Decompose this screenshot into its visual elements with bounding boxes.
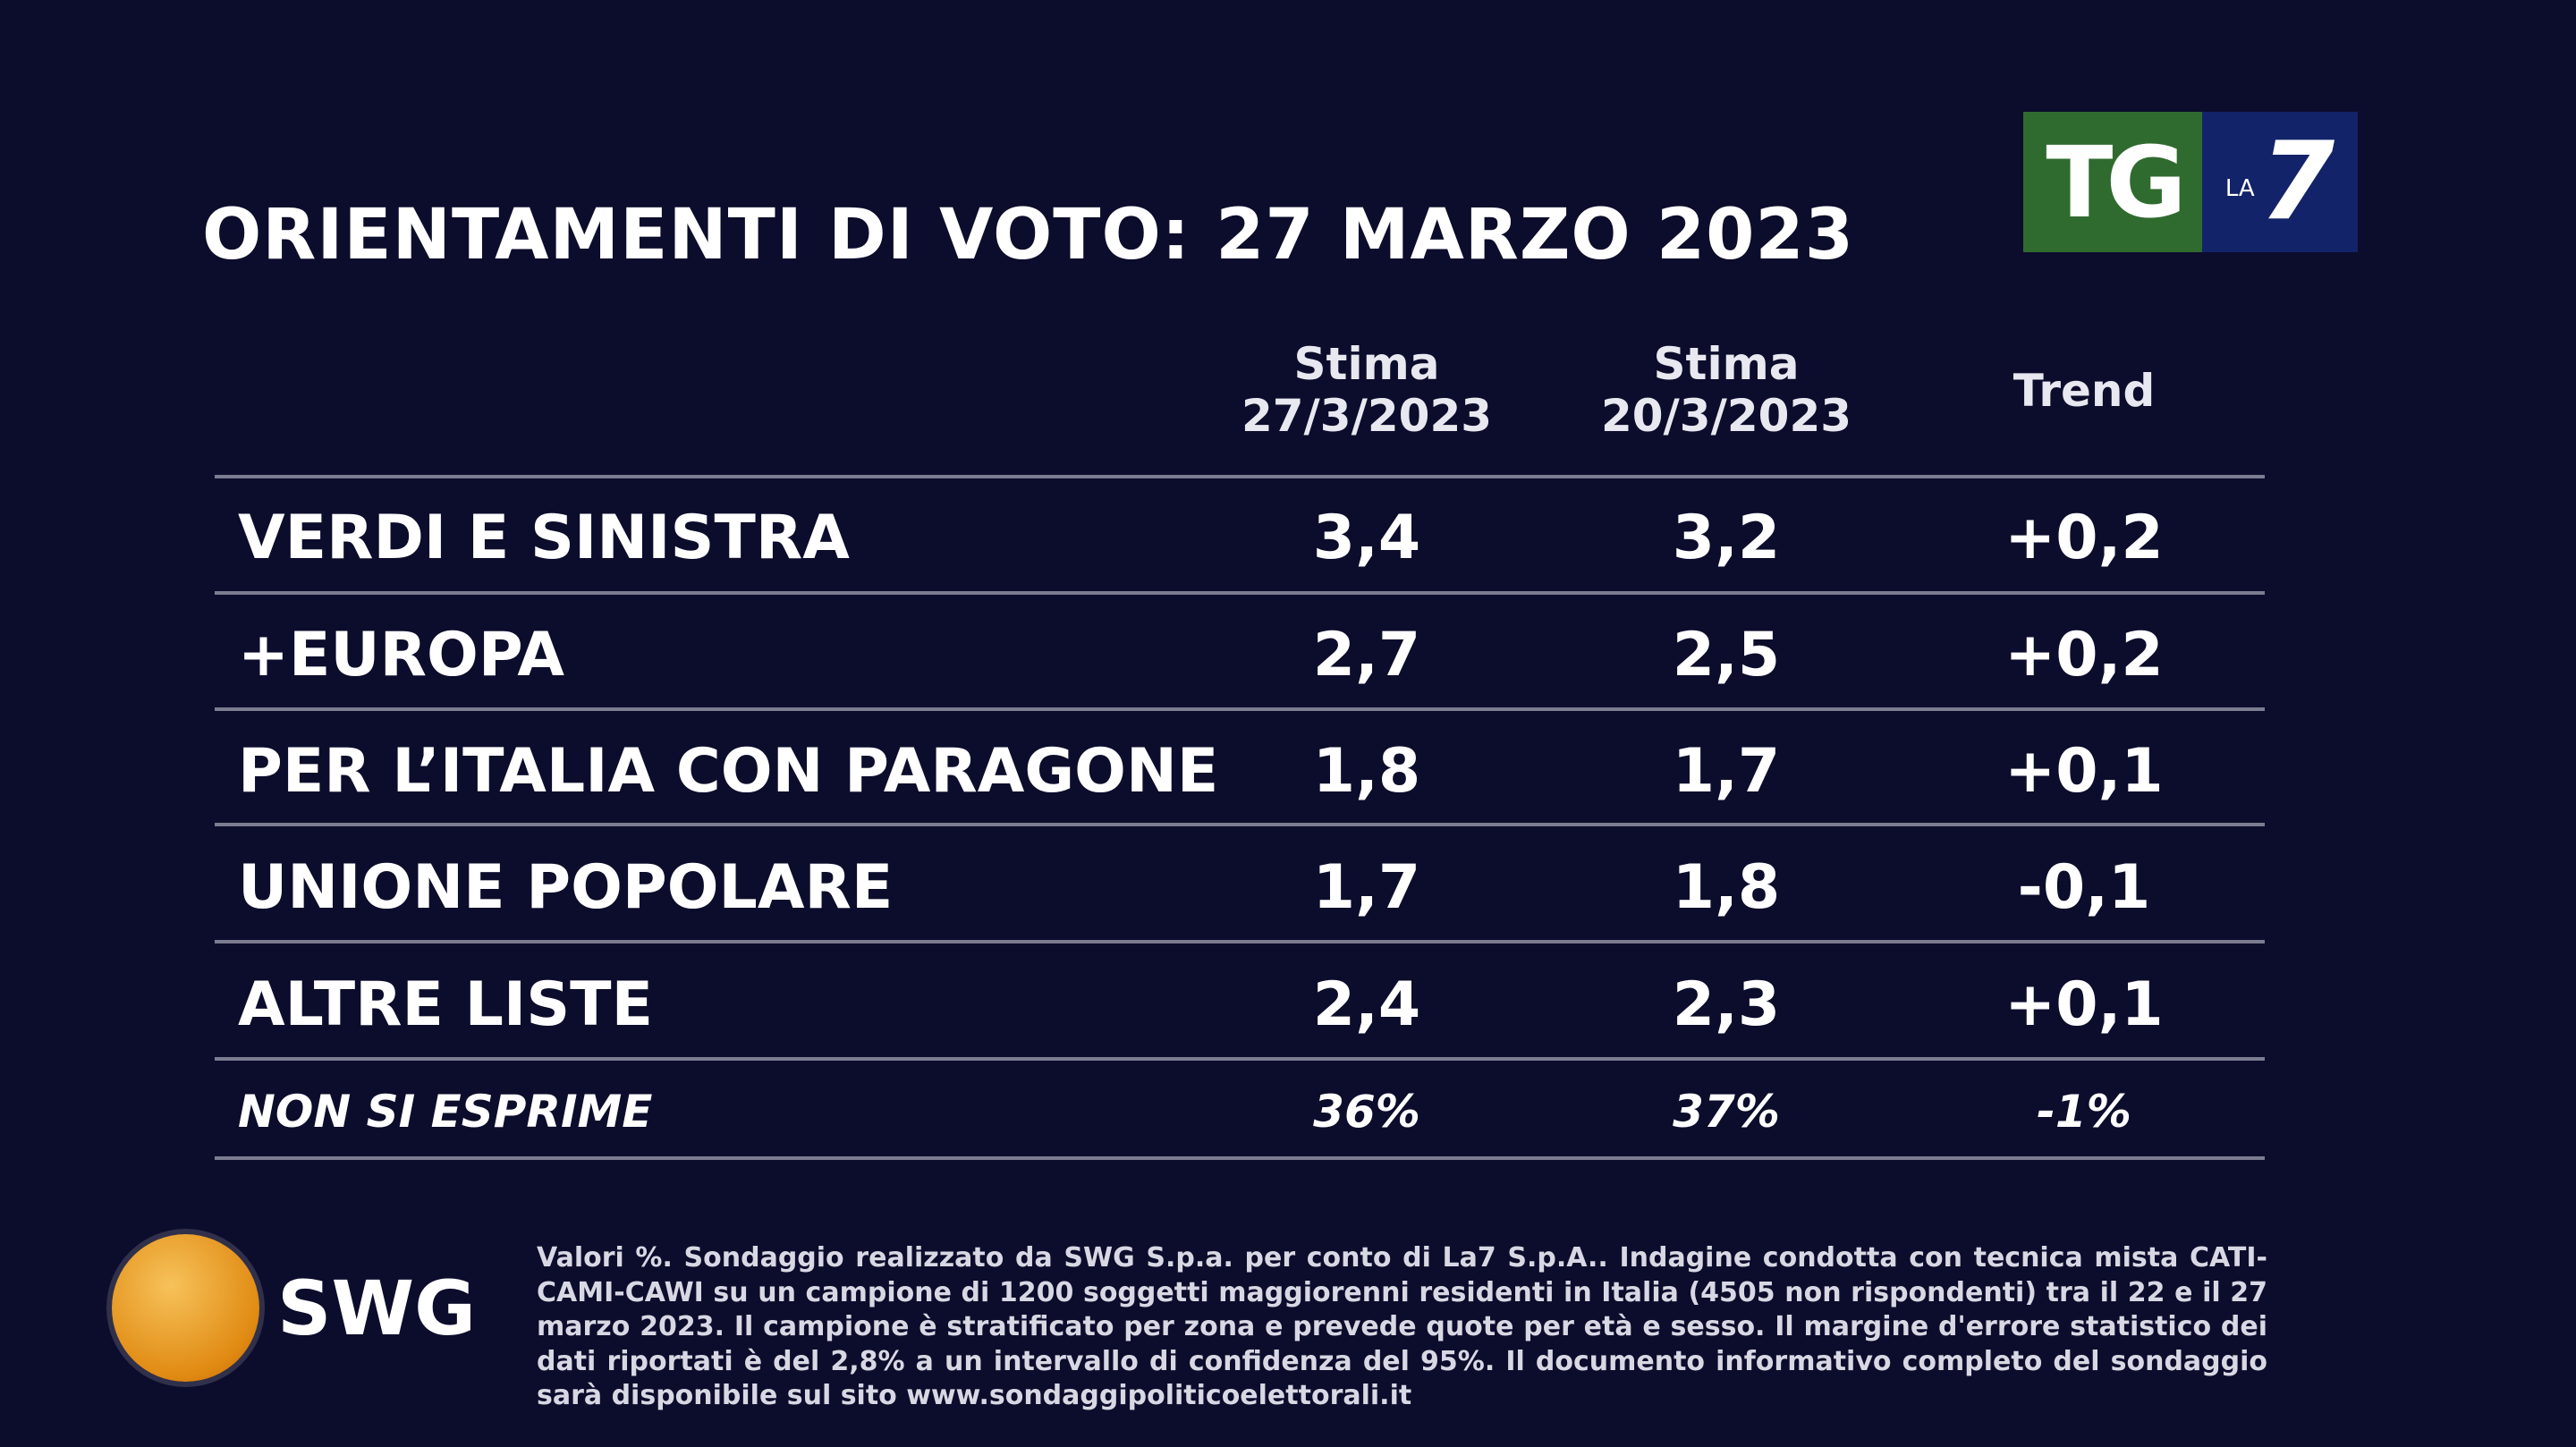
estimate-value: 2,7 — [1312, 620, 1421, 690]
party-name: ALTRE LISTE — [238, 969, 654, 1040]
tg-la7-logo: TG LA 7 — [2023, 112, 2358, 252]
table-row: ALTRE LISTE 2,4 2,3 +0,1 — [0, 960, 2576, 1050]
logo-la-text: LA — [2224, 174, 2255, 202]
divider — [215, 823, 2265, 826]
header-line1: Trend — [2012, 365, 2156, 417]
logo-seven-text: 7 — [2259, 120, 2335, 244]
divider — [215, 940, 2265, 944]
methodology-note: Valori %. Sondaggio realizzato da SWG S.… — [537, 1242, 2267, 1411]
globe-icon — [112, 1234, 259, 1382]
divider — [215, 591, 2265, 595]
column-header-previous: Stima 20/3/2023 — [1556, 338, 1896, 442]
table-row: PER L’ITALIA CON PARAGONE 1,8 1,7 +0,1 — [0, 727, 2576, 817]
trend-value: +0,2 — [2004, 503, 2164, 573]
party-name: +EUROPA — [238, 620, 565, 690]
logo-tg: TG — [2023, 112, 2202, 252]
header-line1: Stima — [1293, 338, 1440, 390]
estimate-value: 1,8 — [1312, 736, 1421, 807]
divider — [215, 475, 2265, 478]
estimate-value: 2,4 — [1312, 969, 1421, 1040]
divider — [215, 707, 2265, 711]
trend-value: +0,2 — [2004, 620, 2164, 690]
page-title: ORIENTAMENTI DI VOTO: 27 MARZO 2023 — [202, 195, 1854, 275]
column-header-current: Stima 27/3/2023 — [1197, 338, 1537, 442]
header-line2: 20/3/2023 — [1600, 390, 1852, 442]
estimate-value: 2,3 — [1672, 969, 1781, 1040]
trend-value: -0,1 — [2017, 852, 2151, 923]
column-header-trend: Trend — [1914, 365, 2254, 417]
header-line1: Stima — [1653, 338, 1800, 390]
logo-tg-text: TG — [2046, 124, 2186, 240]
swg-text: SWG — [277, 1264, 477, 1352]
divider — [215, 1057, 2265, 1061]
header-line2: 27/3/2023 — [1241, 390, 1493, 442]
table-row: +EUROPA 2,7 2,5 +0,2 — [0, 611, 2576, 700]
estimate-value: 1,7 — [1672, 736, 1781, 807]
party-name: PER L’ITALIA CON PARAGONE — [238, 736, 1219, 807]
swg-logo: SWG — [112, 1234, 476, 1382]
party-name: UNIONE POPOLARE — [238, 852, 894, 923]
trend-value: -1% — [2037, 1086, 2131, 1138]
estimate-value: 1,7 — [1312, 852, 1421, 923]
estimate-value: 36% — [1313, 1086, 1420, 1138]
trend-value: +0,1 — [2004, 736, 2164, 807]
trend-value: +0,1 — [2004, 969, 2164, 1040]
estimate-value: 3,2 — [1672, 503, 1781, 573]
estimate-value: 2,5 — [1672, 620, 1781, 690]
logo-la7: LA 7 — [2202, 112, 2358, 252]
estimate-value: 1,8 — [1672, 852, 1781, 923]
party-name: NON SI ESPRIME — [238, 1086, 653, 1138]
party-name: VERDI E SINISTRA — [238, 503, 850, 573]
estimate-value: 3,4 — [1312, 503, 1421, 573]
estimate-value: 37% — [1673, 1086, 1780, 1138]
divider — [215, 1156, 2265, 1160]
table-row: UNIONE POPOLARE 1,7 1,8 -0,1 — [0, 843, 2576, 933]
table-row: NON SI ESPRIME 36% 37% -1% — [0, 1067, 2576, 1156]
table-row: VERDI E SINISTRA 3,4 3,2 +0,2 — [0, 494, 2576, 583]
